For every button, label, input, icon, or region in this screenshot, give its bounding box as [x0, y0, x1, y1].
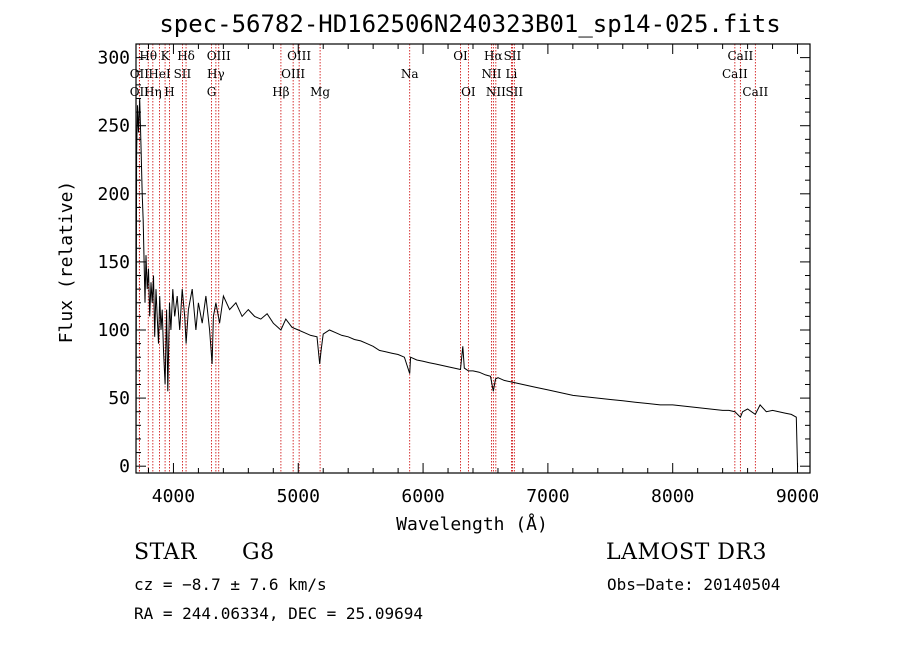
line-label-21: NII	[481, 67, 501, 81]
line-label-1: Hθ	[139, 49, 157, 63]
line-label-20: SII	[504, 49, 522, 63]
line-label-15: Mg	[310, 85, 330, 99]
object-subclass: G8	[242, 540, 275, 565]
line-label-5: K	[161, 49, 171, 63]
line-label-19: Hα	[484, 49, 503, 63]
x-axis-label: Wavelength (Å)	[396, 513, 548, 535]
line-label-2: OII	[130, 85, 150, 99]
y-tick-label-4: 200	[97, 184, 130, 205]
line-label-7: SII	[174, 67, 192, 81]
x-axis-ticks: 4000 5000 6000 7000 8000 9000	[147, 44, 819, 507]
line-label-11: G	[207, 85, 217, 99]
line-label-12: Hβ	[272, 85, 289, 99]
x-tick-label-4: 8000	[651, 486, 694, 507]
line-label-25: CaII	[727, 49, 753, 63]
x-tick-label-0: 4000	[152, 486, 195, 507]
y-axis-ticks: 0 50 100 150 200 250 300	[97, 48, 810, 477]
x-tick-label-2: 6000	[401, 486, 444, 507]
coordinates: RA = 244.06334, DEC = 25.09694	[134, 604, 423, 623]
y-tick-label-6: 300	[97, 48, 130, 69]
line-label-16: Na	[401, 67, 419, 81]
line-label-24: SII	[505, 85, 523, 99]
y-tick-label-3: 150	[97, 252, 130, 273]
y-tick-label-2: 100	[97, 320, 130, 341]
line-label-3: Hη	[144, 85, 162, 99]
line-label-14: OIII	[281, 67, 305, 81]
y-tick-label-0: 0	[119, 456, 130, 477]
line-label-18: OI	[461, 85, 476, 99]
x-tick-label-1: 5000	[277, 486, 320, 507]
y-axis-label: Flux (relative)	[56, 181, 77, 344]
line-label-27: CaII	[742, 85, 768, 99]
line-label-6: H	[164, 85, 174, 99]
observation-date: Obs−Date: 20140504	[607, 575, 781, 594]
spectrum-series-line	[135, 98, 799, 467]
line-label-13: OIII	[287, 49, 311, 63]
line-label-26: CaII	[722, 67, 748, 81]
emission-line-markers	[138, 44, 756, 473]
line-label-10: Hγ	[207, 67, 225, 81]
object-class: STAR	[134, 540, 197, 565]
line-label-8: Hδ	[177, 49, 195, 63]
y-tick-label-1: 50	[108, 388, 130, 409]
y-tick-label-5: 250	[97, 116, 130, 137]
chart-title: spec-56782-HD162506N240323B01_sp14-025.f…	[159, 10, 780, 38]
x-tick-label-5: 9000	[776, 486, 819, 507]
line-label-22: Li	[506, 67, 518, 81]
survey-name: LAMOST DR3	[606, 540, 767, 565]
line-label-23: NII	[486, 85, 506, 99]
line-label-9: OIII	[207, 49, 231, 63]
line-label-0: OII	[130, 67, 150, 81]
x-tick-label-3: 7000	[526, 486, 569, 507]
line-label-17: OI	[453, 49, 468, 63]
line-label-4: HeI	[148, 67, 171, 81]
redshift-velocity: cz = −8.7 ± 7.6 km/s	[134, 575, 327, 594]
